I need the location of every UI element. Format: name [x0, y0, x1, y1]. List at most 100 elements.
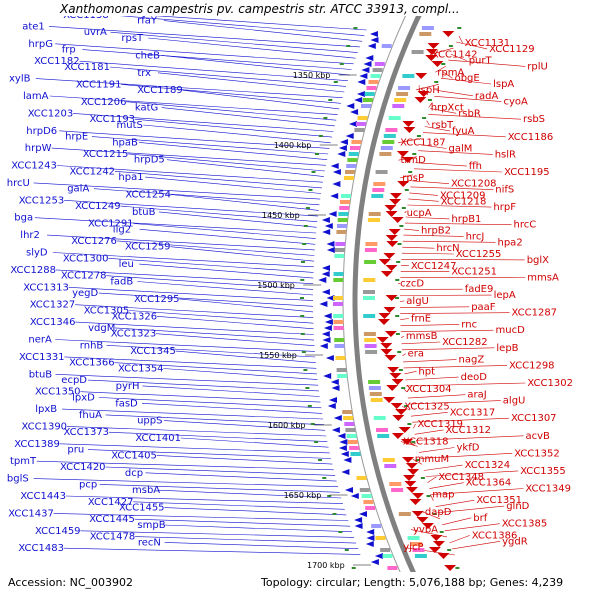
cog-feature	[375, 536, 386, 540]
gene-label-reverse: czcD	[400, 278, 424, 289]
forward-feature	[339, 439, 348, 445]
cog-feature	[385, 128, 398, 132]
cog-feature	[369, 392, 382, 396]
cog-feature	[347, 440, 358, 444]
gene-label-reverse: cyoA	[504, 97, 529, 108]
forward-feature	[337, 151, 346, 157]
cog-feature	[340, 194, 351, 198]
connector-reverse	[424, 126, 451, 132]
gene-label-reverse: deoD	[461, 372, 488, 383]
reverse-feature	[384, 331, 397, 337]
forward-feature	[323, 325, 332, 331]
gene-label-reverse: hrcJ	[466, 231, 485, 242]
gene-label-reverse: mmsA	[527, 273, 559, 284]
scale-ticks: 1350 kbp 1400 kbp 1450 kbp 1500 kbp 1550 kbp…	[257, 71, 371, 570]
orf-mark	[411, 441, 416, 443]
forward-feature	[350, 109, 359, 115]
cog-feature	[359, 488, 370, 492]
scale-label: 1400 kbp	[274, 141, 312, 150]
gene-label-forward: XCC1483	[18, 543, 64, 554]
scale-label: 1550 kbp	[259, 351, 297, 360]
connector-forward	[91, 136, 329, 155]
forward-feature	[337, 433, 346, 439]
reverse-feature	[386, 241, 399, 247]
forward-feature	[333, 415, 342, 421]
gene-label-forward: XCC1427	[88, 497, 134, 508]
cog-feature	[389, 482, 402, 486]
gene-label-reverse: rnc	[461, 319, 477, 330]
gene-label-reverse: lepA	[494, 290, 516, 301]
cog-feature	[346, 164, 357, 168]
orf-mark	[457, 27, 462, 29]
gene-label-reverse: XCC1349	[525, 484, 571, 495]
cog-feature	[370, 74, 381, 78]
connector-forward	[170, 246, 315, 262]
connector-reverse	[410, 412, 448, 417]
orf-mark	[300, 333, 305, 335]
gene-label-reverse: XCC1129	[489, 44, 535, 55]
reverse-feature	[380, 349, 393, 355]
gene-label-reverse: XCC1352	[514, 448, 560, 459]
connector-forward	[179, 298, 314, 313]
gene-label-reverse: XCC1209	[440, 190, 486, 201]
connector-forward	[52, 252, 314, 268]
connector-reverse	[440, 77, 492, 85]
gene-label-forward: XCC1215	[83, 149, 129, 160]
gene-label-reverse: XCC1307	[511, 413, 557, 424]
connector-reverse	[401, 347, 495, 351]
gene-label-reverse: XCC1319	[418, 419, 464, 430]
connector-reverse	[401, 341, 441, 345]
orf-mark	[407, 423, 412, 425]
gene-label-forward: uppS	[137, 416, 162, 427]
reverse-feature	[444, 565, 457, 571]
orf-mark	[303, 225, 308, 227]
orf-mark	[416, 135, 421, 137]
feature-arcs	[300, 8, 462, 600]
cog-feature	[363, 278, 376, 282]
orf-mark	[408, 171, 413, 173]
gene-label-forward: xylB	[9, 74, 31, 85]
connector-forward	[105, 466, 336, 476]
cog-feature	[379, 152, 392, 156]
connector-forward	[133, 223, 316, 239]
gene-label-reverse: ygdR	[502, 536, 528, 547]
connector-reverse	[399, 300, 405, 302]
gene-label-reverse: XCC1298	[509, 360, 555, 371]
orf-mark	[398, 369, 403, 371]
gene-label-reverse: hrcC	[514, 220, 537, 231]
reverse-feature	[388, 229, 401, 235]
cog-feature	[366, 86, 377, 90]
reverse-feature	[416, 517, 429, 523]
reverse-feature	[402, 121, 415, 127]
forward-feature	[330, 193, 339, 199]
orf-mark	[395, 279, 400, 281]
connector-reverse	[405, 216, 450, 220]
cog-feature	[335, 356, 346, 360]
forward-feature	[330, 163, 339, 169]
connector-forward	[82, 49, 352, 70]
cog-feature	[419, 32, 432, 36]
connector-reverse	[398, 138, 422, 143]
orf-mark	[327, 495, 332, 497]
cog-feature	[391, 488, 404, 492]
connector-forward	[98, 397, 322, 409]
orf-mark	[303, 369, 308, 371]
reverse-feature	[414, 97, 427, 103]
connector-forward	[80, 391, 321, 403]
connector-forward	[65, 495, 344, 504]
gene-label-forward: XCC1437	[8, 508, 54, 519]
connector-forward	[116, 240, 315, 256]
connector-reverse	[434, 96, 502, 102]
connector-forward	[99, 484, 340, 493]
connector-reverse	[402, 406, 411, 411]
orf-mark	[322, 477, 327, 479]
cog-feature	[334, 248, 345, 252]
connector-forward	[156, 316, 314, 330]
gene-label-reverse: hrpXct	[431, 103, 464, 114]
cog-feature	[367, 218, 380, 222]
gene-label-reverse: rpsP	[402, 173, 424, 184]
gene-label-forward: XCC1366	[69, 358, 115, 369]
reverse-feature	[401, 157, 414, 163]
cog-feature	[380, 146, 393, 150]
connector-forward	[64, 200, 319, 217]
